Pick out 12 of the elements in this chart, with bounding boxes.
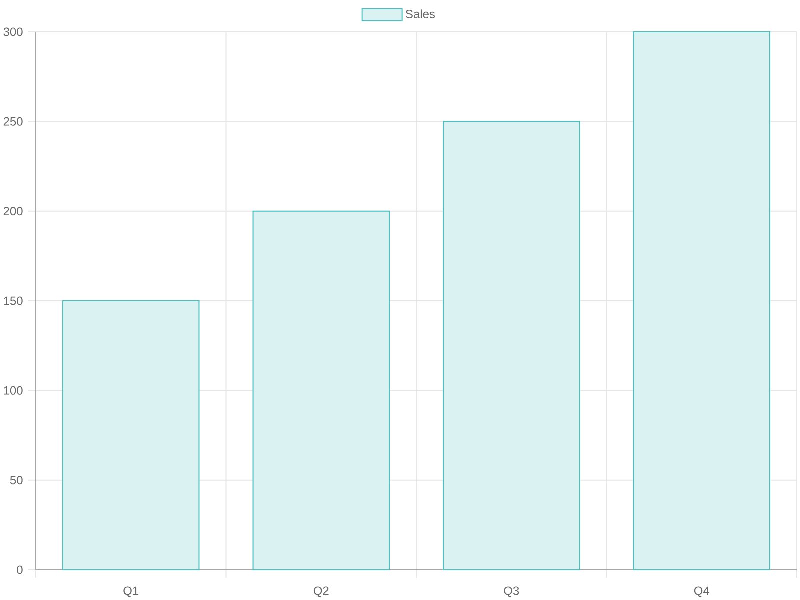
y-tick-label: 150 xyxy=(4,296,23,306)
y-tick-label: 250 xyxy=(4,117,23,126)
y-tick-label: 100 xyxy=(4,386,23,395)
y-tick-label: 200 xyxy=(4,207,23,216)
y-tick-label: 0 xyxy=(17,566,23,574)
y-tick-label: 300 xyxy=(4,28,23,36)
y-tick-label: 50 xyxy=(10,476,23,485)
x-tick-label: Q2 xyxy=(314,586,329,598)
legend-label: Sales xyxy=(406,10,436,18)
x-tick-label: Q1 xyxy=(124,586,139,598)
x-tick-label: Q4 xyxy=(694,586,710,598)
x-tick-label: Q3 xyxy=(504,586,520,598)
